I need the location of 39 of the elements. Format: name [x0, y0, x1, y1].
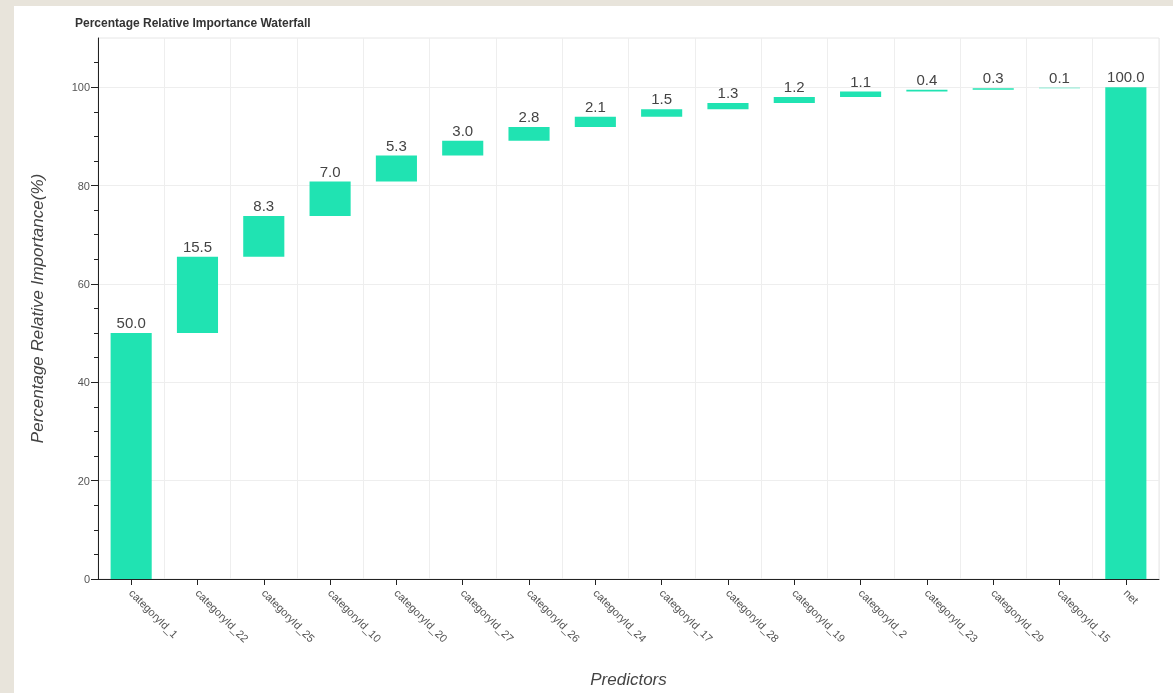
data-label: 2.1: [584, 97, 606, 115]
y-tick-label: 60: [77, 277, 90, 290]
data-label: 15.5: [182, 237, 213, 255]
x-axis-title: Predictors: [590, 670, 668, 689]
bar: [574, 116, 616, 128]
data-label: 2.8: [518, 108, 540, 126]
data-label: 1.1: [850, 72, 872, 90]
bar: [309, 181, 351, 217]
data-label: 1.2: [783, 78, 805, 96]
data-label: 5.3: [385, 136, 407, 154]
bar: [1105, 87, 1147, 579]
data-label: 1.5: [651, 90, 673, 108]
data-label: 1.3: [717, 83, 739, 101]
data-label: 0.1: [1049, 68, 1070, 86]
bar: [442, 140, 484, 156]
x-tick-label: net: [1121, 586, 1141, 607]
bar: [176, 256, 219, 334]
bar: [110, 333, 152, 579]
y-tick-label: 80: [77, 179, 90, 192]
bar: [508, 127, 550, 141]
bar: [375, 155, 417, 182]
data-label: 50.0: [116, 314, 146, 332]
chart-title: Percentage Relative Importance Waterfall: [75, 16, 311, 30]
bar: [243, 216, 285, 257]
data-label: 8.3: [253, 197, 275, 215]
bar: [707, 102, 749, 110]
bar: [641, 109, 683, 117]
y-tick-label: 20: [77, 474, 90, 487]
data-label: 3.0: [452, 121, 474, 139]
bar: [840, 91, 882, 98]
y-tick-label: 0: [83, 573, 90, 585]
bar: [773, 97, 815, 103]
y-axis-title: Percentage Relative Importance(%): [28, 173, 47, 444]
data-label: 100.0: [1107, 68, 1145, 86]
data-label: 0.3: [982, 69, 1004, 87]
data-label: 7.0: [319, 162, 341, 180]
data-label: 0.4: [916, 70, 938, 88]
y-tick-label: 40: [77, 376, 90, 389]
y-tick-label: 100: [71, 81, 90, 94]
